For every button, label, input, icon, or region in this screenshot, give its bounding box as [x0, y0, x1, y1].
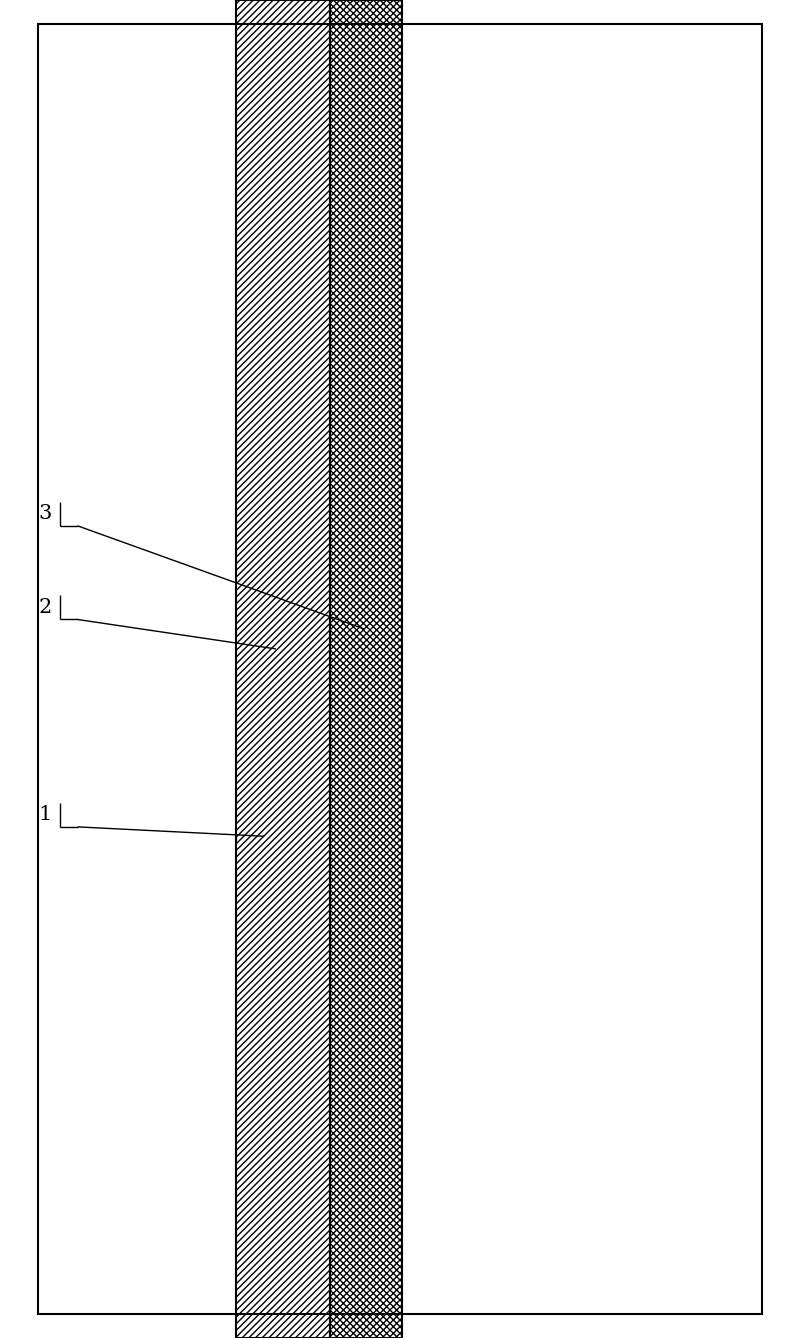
Text: 1: 1 — [38, 805, 52, 824]
Text: 3: 3 — [38, 504, 52, 523]
Bar — [330, 0, 402, 1338]
Bar — [236, 0, 330, 1338]
Text: 2: 2 — [38, 598, 52, 617]
